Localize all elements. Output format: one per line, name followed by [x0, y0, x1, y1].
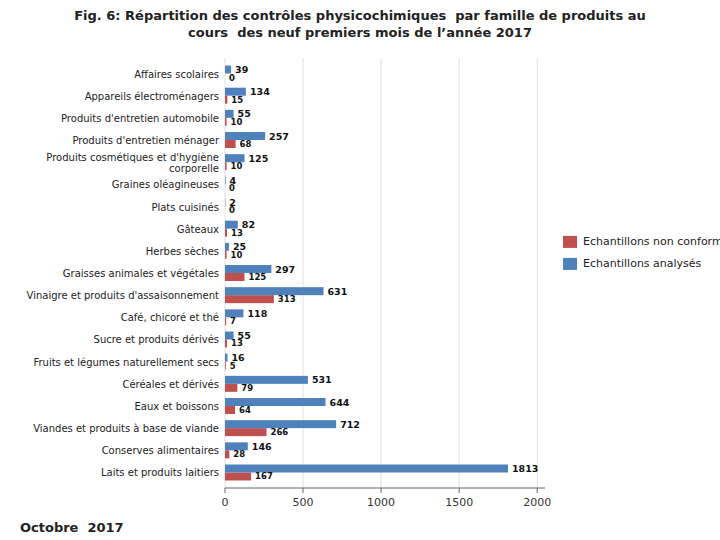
grid-line [537, 58, 538, 488]
tick-mark [537, 488, 538, 493]
category-label: Conserves alimentaires [102, 445, 219, 456]
bar [225, 354, 227, 362]
data-label: 257 [269, 131, 289, 142]
legend-swatch [563, 258, 577, 270]
bar [225, 472, 251, 480]
category-label: Céréales et dérivés [122, 378, 219, 389]
category-label: Herbes sèches [146, 245, 219, 256]
category-label: Appareils électroménagers [85, 90, 219, 101]
data-label: 2 [229, 197, 236, 208]
data-label: 64 [239, 405, 251, 415]
bar [225, 96, 227, 104]
category-label: Viandes et produits à base de viande [33, 423, 219, 434]
bar [225, 339, 227, 347]
legend-entry: Echantillons analysés [583, 257, 702, 270]
data-label: 266 [271, 427, 289, 437]
data-label: 28 [233, 449, 245, 459]
data-label: 4 [230, 175, 237, 186]
bars [225, 66, 508, 481]
category-label: Gâteaux [177, 223, 219, 234]
data-label: 712 [340, 419, 360, 430]
category-label: Café, chicoré et thé [121, 312, 219, 323]
x-axis-line [225, 488, 545, 489]
data-label: 118 [247, 308, 267, 319]
grid-line [459, 58, 460, 488]
bar [225, 295, 274, 303]
bar [225, 229, 227, 237]
bar [225, 450, 229, 458]
bar [225, 428, 267, 436]
category-label: Graisses animales et végétales [63, 268, 219, 279]
category-label: Produits d'entretien automobile [61, 112, 219, 123]
data-label: 1813 [512, 463, 538, 474]
grid [225, 58, 537, 488]
tick-mark [225, 488, 226, 493]
data-label: 125 [249, 153, 269, 164]
bar [225, 362, 226, 370]
tick-mark [303, 488, 304, 493]
data-label: 68 [240, 139, 252, 149]
category-label: Affaires scolaires [134, 68, 219, 79]
bar [225, 118, 227, 126]
data-label: 531 [312, 374, 332, 385]
data-label: 125 [249, 272, 267, 282]
bar [225, 406, 235, 414]
bar [225, 199, 226, 207]
legend: Echantillons non conformes Echantillons a… [563, 235, 720, 270]
legend-swatch [563, 236, 577, 248]
bar [225, 384, 237, 392]
data-label: 167 [255, 471, 273, 481]
data-labels: 1672826664795137313125101300106810150181… [229, 64, 538, 481]
data-label: 134 [250, 86, 270, 97]
grid-line [381, 58, 382, 488]
category-label: Graines oléagineuses [112, 179, 219, 190]
bar [225, 140, 236, 148]
tick-mark [381, 488, 382, 493]
data-label: 25 [233, 241, 246, 252]
data-label: 55 [238, 108, 251, 119]
category-label: Sucre et produits dérivés [94, 334, 219, 345]
data-label: 15 [231, 95, 243, 105]
tick-label: 0 [222, 496, 229, 509]
category-label: Produits d'entretien ménager [72, 135, 219, 146]
category-label: Vinaigre et produits d'assaisonnement [27, 290, 220, 301]
bar [225, 273, 245, 281]
data-label: 55 [238, 330, 251, 341]
bar [225, 176, 226, 184]
data-label: 39 [235, 64, 248, 75]
data-label: 79 [241, 383, 253, 393]
chart: Fig. 6: Répartition des contrôles physic… [0, 0, 720, 540]
data-label: 146 [252, 441, 272, 452]
bar [225, 243, 229, 251]
data-label: 10 [231, 161, 243, 171]
bar [225, 251, 227, 259]
bar [225, 74, 226, 82]
tick-mark [459, 488, 460, 493]
data-label: 82 [242, 219, 255, 230]
bar [225, 317, 226, 325]
category-label: Fruits et légumes naturellement secs [33, 356, 219, 367]
tick-label: 1000 [367, 496, 395, 509]
title: Fig. 6: Répartition des contrôles physic… [74, 8, 646, 40]
data-label: 631 [327, 286, 347, 297]
bar [225, 184, 226, 192]
bar [225, 287, 323, 295]
category-label: Laits et produits laitiers [101, 467, 219, 478]
tick-label: 2000 [523, 496, 551, 509]
data-label: 644 [330, 397, 350, 408]
bar [225, 162, 227, 170]
legend-entry: Echantillons non conformes [583, 235, 720, 248]
data-label: 7 [230, 316, 236, 326]
data-label: 297 [275, 264, 295, 275]
category-label: Produits cosmétiques et d'hygiènecorpore… [46, 151, 219, 173]
category-label: Eaux et boissons [135, 400, 219, 411]
category-label: Plats cuisinés [151, 201, 219, 212]
tick-label: 1500 [445, 496, 473, 509]
tick-label: 500 [293, 496, 314, 509]
data-label: 313 [278, 294, 296, 304]
annotation: Octobre 2017 [20, 520, 124, 535]
data-label: 16 [231, 352, 245, 363]
bar [225, 207, 226, 215]
bar [225, 376, 308, 384]
